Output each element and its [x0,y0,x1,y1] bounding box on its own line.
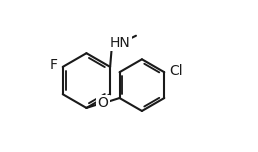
Text: Cl: Cl [169,64,182,78]
Text: O: O [98,96,108,110]
Text: HN: HN [110,36,130,50]
Text: F: F [50,58,58,72]
